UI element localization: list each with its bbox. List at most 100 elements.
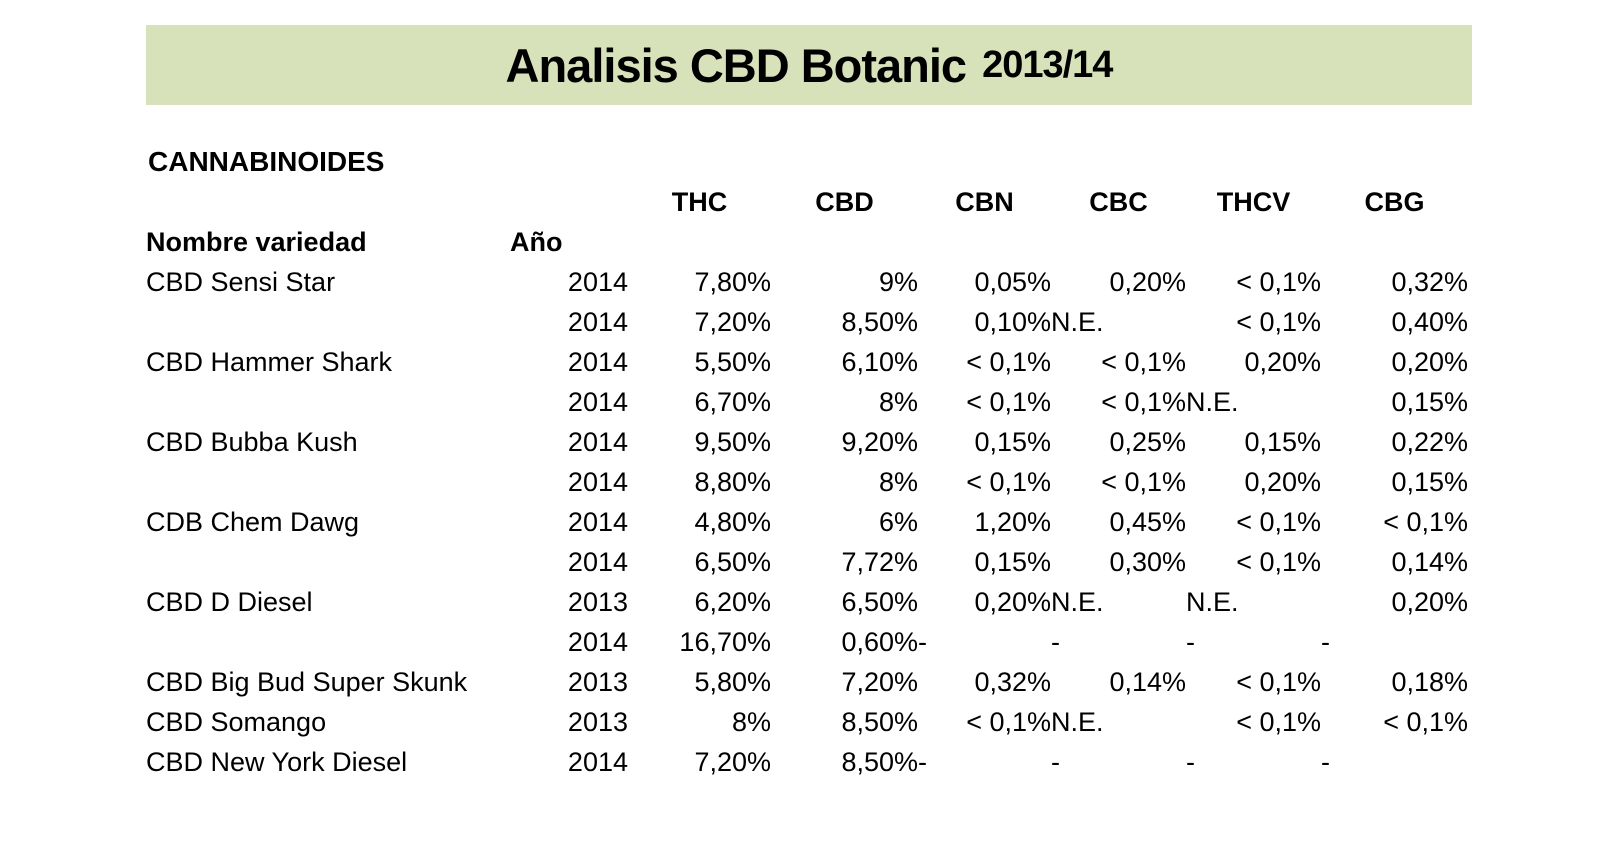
value-cell: - xyxy=(1321,746,1330,777)
value-cell: 9,50% xyxy=(694,426,771,457)
value-cell: 6,70% xyxy=(694,386,771,417)
year-cell: 2014 xyxy=(567,266,628,297)
strain-name-cell: CBD Bubba Kush xyxy=(146,426,358,457)
value-cell: < 0,1% xyxy=(966,706,1051,737)
empty-cell xyxy=(628,222,1468,262)
value-cell: - xyxy=(1321,626,1330,657)
value-cell: - xyxy=(918,746,927,777)
value-cell: 0,20% xyxy=(1391,586,1468,617)
value-cell: < 0,1% xyxy=(966,386,1051,417)
value-cell: - xyxy=(1186,746,1195,777)
value-cell: 0,20% xyxy=(1391,346,1468,377)
value-cell: 0,20% xyxy=(1244,346,1321,377)
value-cell: 0,15% xyxy=(1391,386,1468,417)
value-cell: 4,80% xyxy=(694,506,771,537)
year-cell: 2014 xyxy=(567,386,628,417)
strain-name-cell xyxy=(146,302,510,342)
empty-cell xyxy=(146,182,510,222)
section-heading: CANNABINOIDES xyxy=(148,146,385,177)
value-cell: 0,60% xyxy=(841,626,918,657)
year-cell: 2013 xyxy=(567,586,628,617)
title-bar: Analisis CBD Botanic 2013/14 xyxy=(146,25,1472,105)
column-header-thcv: THCV xyxy=(1216,186,1291,217)
value-cell: 6,50% xyxy=(841,586,918,617)
value-cell: - xyxy=(1051,746,1060,777)
value-cell: 0,20% xyxy=(1109,266,1186,297)
value-cell: 8% xyxy=(878,386,918,417)
value-cell: < 0,1% xyxy=(966,466,1051,497)
value-cell: 7,80% xyxy=(694,266,771,297)
value-cell: < 0,1% xyxy=(1383,706,1468,737)
value-cell: 8,50% xyxy=(841,706,918,737)
strain-name-cell: CDB Chem Dawg xyxy=(146,506,360,537)
table-row: CBD Hammer Shark 2014 5,50% 6,10% < 0,1% < 0,… xyxy=(146,342,1468,382)
year-cell: 2014 xyxy=(567,746,628,777)
value-cell: < 0,1% xyxy=(1383,506,1468,537)
year-cell: 2014 xyxy=(567,626,628,657)
table-row: 2014 6,50% 7,72% 0,15% 0,30% < 0,1% 0,14% xyxy=(146,542,1468,582)
year-cell: 2014 xyxy=(567,466,628,497)
value-cell: 5,80% xyxy=(694,666,771,697)
value-cell: < 0,1% xyxy=(1236,666,1321,697)
value-cell: 0,20% xyxy=(1244,466,1321,497)
value-cell: 0,10% xyxy=(974,306,1051,337)
value-cell: 9,20% xyxy=(841,426,918,457)
value-cell: 0,15% xyxy=(1391,466,1468,497)
column-header-cbn: CBN xyxy=(955,186,1014,217)
page-title: Analisis CBD Botanic xyxy=(505,38,968,92)
strain-name-cell xyxy=(146,462,510,502)
column-header-cbd: CBD xyxy=(815,186,874,217)
value-cell: 6% xyxy=(878,506,918,537)
document-page: Analisis CBD Botanic 2013/14 CANNABINOID… xyxy=(146,25,1472,782)
value-cell: 0,20% xyxy=(974,586,1051,617)
table-row: CBD New York Diesel 2014 7,20% 8,50% - - - - xyxy=(146,742,1468,782)
value-cell: 6,50% xyxy=(694,546,771,577)
table-row: CBD Somango 2013 8% 8,50% < 0,1% N.E. < 0,1% < … xyxy=(146,702,1468,742)
table-row: CDB Chem Dawg 2014 4,80% 6% 1,20% 0,45% < 0,1%… xyxy=(146,502,1468,542)
value-cell: N.E. xyxy=(1186,586,1239,617)
cannabinoids-table: THC CBD CBN CBC THCV CBG Nombre variedad… xyxy=(146,182,1468,782)
value-cell: 6,10% xyxy=(841,346,918,377)
value-cell: 7,72% xyxy=(841,546,918,577)
value-cell: 0,30% xyxy=(1109,546,1186,577)
value-cell: 8,50% xyxy=(841,746,918,777)
strain-name-cell xyxy=(146,382,510,422)
value-cell: N.E. xyxy=(1051,586,1104,617)
year-cell: 2014 xyxy=(567,306,628,337)
value-cell: 8% xyxy=(731,706,771,737)
value-cell: 0,40% xyxy=(1391,306,1468,337)
value-cell: 8,50% xyxy=(841,306,918,337)
value-cell: 0,14% xyxy=(1109,666,1186,697)
value-cell: 8% xyxy=(878,466,918,497)
value-cell: < 0,1% xyxy=(966,346,1051,377)
value-cell: 0,25% xyxy=(1109,426,1186,457)
value-cell: 7,20% xyxy=(694,306,771,337)
value-cell: < 0,1% xyxy=(1236,706,1321,737)
strain-name-cell: CBD New York Diesel xyxy=(146,746,408,777)
value-cell: 0,45% xyxy=(1109,506,1186,537)
value-cell: < 0,1% xyxy=(1101,346,1186,377)
value-cell: 0,32% xyxy=(974,666,1051,697)
value-cell: < 0,1% xyxy=(1101,466,1186,497)
strain-name-cell: CBD Big Bud Super Skunk xyxy=(146,666,468,697)
value-cell: 0,15% xyxy=(974,546,1051,577)
table-row: CBD Sensi Star 2014 7,80% 9% 0,05% 0,20% < 0,1… xyxy=(146,262,1468,302)
value-cell: < 0,1% xyxy=(1236,546,1321,577)
value-cell: 6,20% xyxy=(694,586,771,617)
value-cell: N.E. xyxy=(1051,706,1104,737)
value-cell: 7,20% xyxy=(694,746,771,777)
year-column-header: Año xyxy=(510,226,563,257)
column-header-cbc: CBC xyxy=(1089,186,1148,217)
value-cell: - xyxy=(918,626,927,657)
strain-name-cell: CBD Hammer Shark xyxy=(146,346,393,377)
empty-cell xyxy=(510,182,628,222)
year-cell: 2013 xyxy=(567,666,628,697)
column-header-cbg: CBG xyxy=(1364,186,1425,217)
strain-name-cell: CBD Sensi Star xyxy=(146,266,336,297)
table-row: CBD Bubba Kush 2014 9,50% 9,20% 0,15% 0,25% 0,… xyxy=(146,422,1468,462)
value-cell: 16,70% xyxy=(679,626,771,657)
year-cell: 2014 xyxy=(567,426,628,457)
table-row: 2014 7,20% 8,50% 0,10% N.E. < 0,1% 0,40% xyxy=(146,302,1468,342)
value-cell: < 0,1% xyxy=(1236,306,1321,337)
value-cell: < 0,1% xyxy=(1236,266,1321,297)
